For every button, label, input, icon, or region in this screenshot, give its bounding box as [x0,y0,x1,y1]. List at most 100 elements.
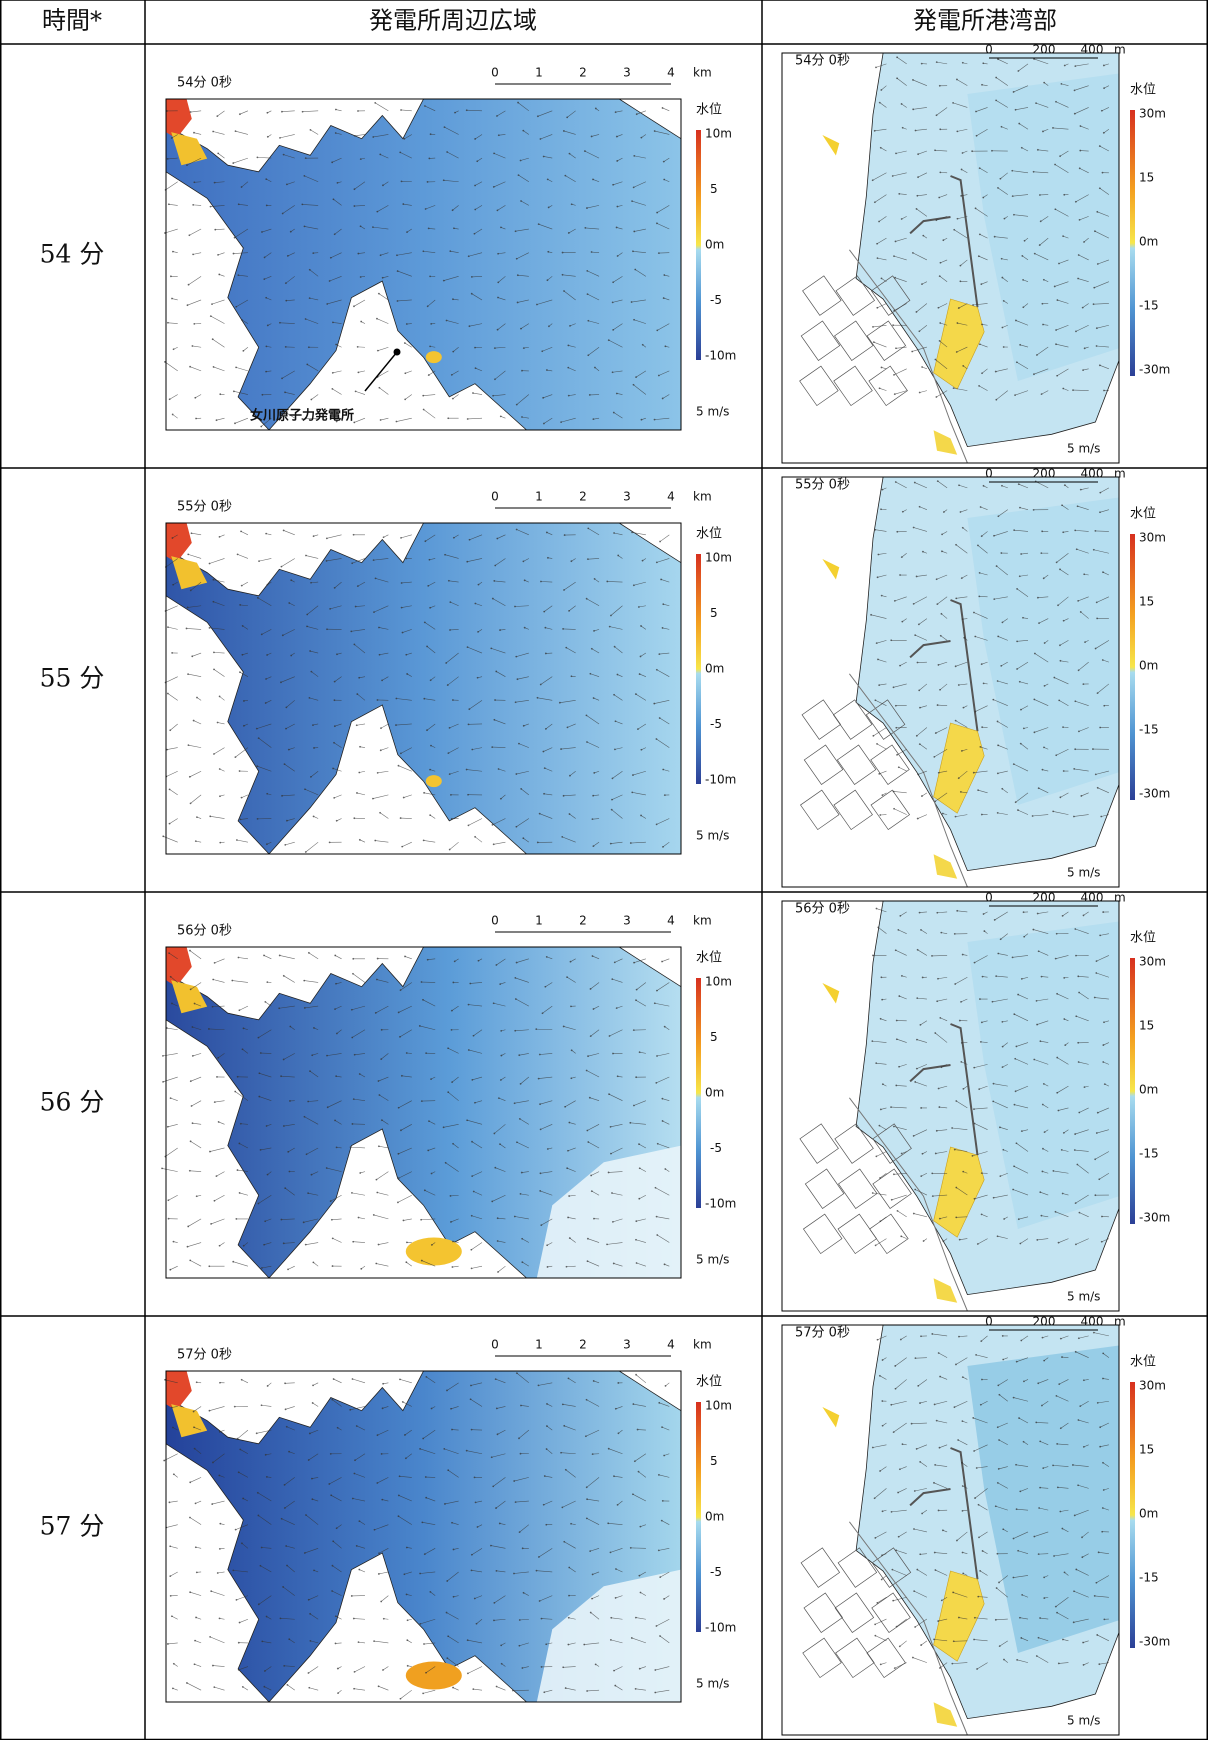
land [268,1552,528,1703]
flow-arrow-head [500,226,502,229]
legend-title: 水位 [1130,83,1156,98]
flow-arrow-head [258,1095,261,1098]
flow-arrow-head [428,558,431,561]
flow-arrow-head [519,1452,522,1455]
flow-arrow [1057,1443,1069,1446]
flow-arrow-head [288,1638,291,1641]
flow-arrow-head [570,1077,573,1080]
flow-arrow-head [359,745,361,748]
flow-arrow-head [1079,1405,1082,1408]
flow-arrow [976,128,988,137]
flow-arrow [635,1374,647,1384]
flow-arrow [516,252,529,259]
flow-arrow-head [405,1052,408,1054]
flow-arrow-head [657,252,660,254]
flow-arrow [516,394,530,405]
flow-arrow-head [655,1215,658,1218]
flow-arrow [448,1091,459,1101]
flow-arrow [238,1666,249,1671]
flow-arrow-head [402,796,405,799]
flow-arrow [980,506,988,510]
flow-arrow [494,1595,506,1604]
building [835,275,876,316]
flow-arrow-head [218,1547,221,1550]
flow-arrow-head [1059,155,1061,158]
flow-arrow-head [561,273,564,276]
flow-arrow [265,1218,272,1222]
flow-arrow-head [876,1601,879,1604]
flow-arrow-head [301,418,304,420]
flow-arrow-head [563,1540,566,1543]
flow-arrow [974,1064,988,1068]
flow-arrow-head [978,595,981,598]
flow-arrow-head [1002,299,1005,302]
flow-arrow-head [899,574,901,576]
flow-arrow-head [521,416,523,418]
flow-arrow-head [1019,1242,1022,1245]
flow-arrow [1057,299,1069,304]
flow-arrow-head [980,535,983,538]
flow-arrow-head [194,840,197,843]
scale-label: 1 [535,1338,543,1352]
flow-arrow-head [920,1175,923,1178]
flow-arrow-head [400,606,403,609]
flow-arrow [355,391,366,395]
flow-arrow-head [307,1100,310,1103]
flow-arrow [878,927,887,934]
flow-arrow-head [1015,1045,1018,1048]
flow-arrow [403,203,412,206]
flow-arrow-head [400,109,402,111]
flow-arrow-head [522,129,525,132]
flow-arrow [542,346,553,352]
flow-arrow-head [495,964,498,966]
flow-arrow [335,1642,342,1644]
flow-arrow-head [1037,950,1040,953]
flow-arrow [941,932,948,934]
flow-arrow [562,836,576,843]
flow-arrow [640,652,647,657]
flow-arrow-head [1094,1194,1097,1197]
flow-arrow [1036,998,1049,1002]
building [803,1592,843,1633]
flow-arrow [213,579,225,583]
flow-arrow-head [591,955,594,957]
flow-arrow [282,1586,295,1596]
flow-arrow [289,1638,295,1644]
flow-arrow-head [1075,330,1077,333]
flow-arrow-head [285,299,288,302]
flow-arrow [356,723,366,726]
flow-arrow-head [513,1102,516,1105]
flow-arrow [357,693,366,701]
flow-arrow [166,1524,178,1528]
flow-arrow-head [213,1199,216,1202]
flow-arrow [874,194,887,203]
flow-arrow-head [563,290,565,292]
flow-arrow-head [285,1425,288,1428]
flow-arrow [165,1147,178,1157]
flow-arrow-head [931,1172,934,1175]
legend-label: -15 [1139,299,1159,313]
flow-arrow-head [1042,278,1045,281]
flow-arrow [1076,1015,1089,1022]
flow-arrow [612,978,623,983]
flow-arrow-head [980,1172,983,1175]
flow-arrow-head [545,369,548,371]
flow-arrow [188,744,202,748]
flow-arrow-head [522,560,525,563]
land [268,1128,528,1279]
flow-arrow-head [973,1066,976,1069]
scale-label: m [1114,1315,1126,1329]
flow-arrow-head [282,974,285,977]
scale-label: 4 [667,1338,675,1352]
flow-arrow [1055,324,1069,331]
flow-arrow [1018,1216,1029,1220]
flow-arrow-head [937,1352,940,1354]
flow-arrow-head [260,1546,263,1549]
flow-arrow-head [397,764,400,767]
flow-arrow-head [871,1446,874,1449]
flow-arrow-head [493,1602,496,1604]
flow-arrow-head [1077,1484,1079,1487]
flow-arrow [397,299,412,302]
flow-arrow-head [995,975,998,977]
flow-arrow-head [357,110,359,112]
